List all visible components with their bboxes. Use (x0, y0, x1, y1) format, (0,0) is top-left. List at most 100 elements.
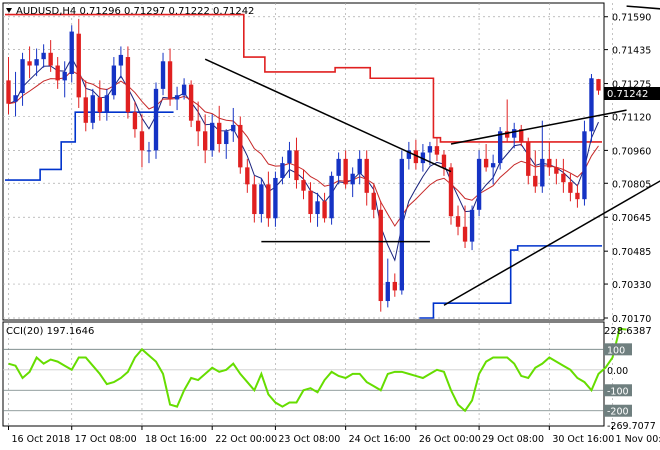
candle-body (533, 175, 538, 187)
candle-body (448, 167, 454, 217)
candle-body (153, 88, 159, 151)
candle-body (357, 158, 362, 174)
symbol-header: AUDUSD,H4 0.71296 0.71297 0.71222 0.7124… (16, 6, 254, 17)
candle-body (519, 129, 524, 142)
candle-body (266, 184, 271, 219)
cci-title: CCI(20) 197.1646 (6, 326, 94, 337)
candle-body (132, 112, 138, 130)
candle-body (582, 131, 587, 200)
candle-body (13, 95, 18, 102)
candle-body (490, 163, 496, 168)
blue-step-line (5, 111, 174, 181)
candle-body (308, 190, 313, 215)
candle-body (497, 131, 503, 164)
candle-body (273, 177, 278, 219)
candle-body (259, 184, 264, 215)
candle-body (139, 131, 145, 151)
trendlines-group (204, 5, 660, 306)
candle-body (455, 216, 461, 227)
candle-body (231, 124, 236, 132)
candle-body (462, 226, 468, 242)
price-tick-label: 0.71435 (612, 46, 651, 57)
price-tick-label: 0.70805 (612, 179, 651, 190)
candle-body (41, 52, 46, 60)
time-tick-label: 1 Nov 00:00 (616, 434, 660, 445)
cci-level-tag (604, 384, 632, 397)
candle-body (413, 150, 419, 164)
candle-body (69, 31, 74, 75)
trendline (204, 58, 452, 173)
candle-body (526, 141, 531, 176)
candle-body (469, 209, 475, 242)
cci-level-tag (604, 404, 632, 417)
candle-body (315, 201, 320, 215)
price-tick-label: 0.70170 (612, 314, 651, 325)
candle-body (329, 175, 334, 219)
candle-body (224, 131, 229, 145)
cci-tick-label: 100 (607, 345, 625, 356)
candle-body (301, 180, 306, 191)
candle-body (385, 281, 390, 302)
candle-body (420, 152, 426, 164)
candle-body (406, 150, 412, 159)
candle-body (427, 146, 433, 153)
candle-body (512, 129, 517, 138)
candle-body (118, 54, 124, 66)
candle-body (434, 146, 440, 155)
cci-level-tag (604, 343, 632, 356)
time-tick-label: 26 Oct 00:00 (419, 434, 481, 445)
cci-tick-label: -200 (607, 407, 629, 418)
candle-body (146, 150, 152, 152)
candle-body (125, 57, 131, 113)
price-tick-label: 0.70645 (612, 213, 651, 224)
candle-body (174, 95, 180, 100)
time-tick-label: 23 Oct 08:00 (278, 434, 340, 445)
candle-body (596, 79, 601, 91)
candle-body (399, 158, 405, 291)
candle-body (441, 154, 447, 168)
time-tick-label: 22 Oct 00:00 (215, 434, 277, 445)
current-price-tag: 0.71242 (607, 89, 648, 100)
time-tick-label: 16 Oct 2018 (12, 434, 71, 445)
time-tick-label: 29 Oct 08:00 (482, 434, 544, 445)
price-tick-label: 0.71275 (612, 80, 651, 91)
candle-body (364, 158, 369, 193)
candle-body (62, 71, 67, 81)
candle-body (83, 97, 88, 123)
price-tick-label: 0.70330 (612, 280, 651, 291)
candle-body (575, 192, 580, 200)
candle-body (554, 167, 559, 174)
candle-body (34, 59, 39, 66)
candle-body (90, 95, 95, 123)
candle-body (6, 80, 11, 104)
candle-body (188, 84, 194, 121)
time-tick-label: 30 Oct 16:00 (552, 434, 614, 445)
price-tick-label: 0.70960 (612, 146, 651, 157)
candle-body (343, 158, 348, 185)
candle-body (294, 150, 299, 181)
candle-body (238, 124, 243, 168)
candle-body (336, 158, 341, 176)
candle-body (561, 173, 566, 183)
price-tick-label: 0.70485 (612, 247, 651, 258)
candle-body (217, 122, 222, 145)
price-panel (2, 2, 605, 321)
candle-body (111, 65, 117, 96)
cci-series: 100 0.00 -100 -200 -269.7077 (3, 327, 656, 432)
candle-body (505, 131, 510, 138)
candle-body (287, 150, 292, 164)
candle-body (252, 184, 257, 215)
time-axis-labels: 16 Oct 2018 17 Oct 08:00 18 Oct 16:00 22 Oc… (8, 426, 660, 445)
candle-body (55, 65, 60, 81)
time-tick-label: 24 Oct 16:00 (349, 434, 411, 445)
symbol-arrow-icon (6, 8, 12, 13)
candle-body (76, 33, 81, 98)
price-axis-labels: 0.71590 0.71435 0.71275 0.71120 0.70960 0.708… (604, 13, 651, 325)
trendline (626, 5, 660, 10)
candle-body (483, 158, 489, 168)
candle-body (195, 120, 201, 132)
candle-body (202, 131, 208, 151)
red-step-line (5, 13, 602, 143)
candle-body (104, 95, 110, 113)
cci-max-label: 228.6387 (604, 326, 652, 337)
